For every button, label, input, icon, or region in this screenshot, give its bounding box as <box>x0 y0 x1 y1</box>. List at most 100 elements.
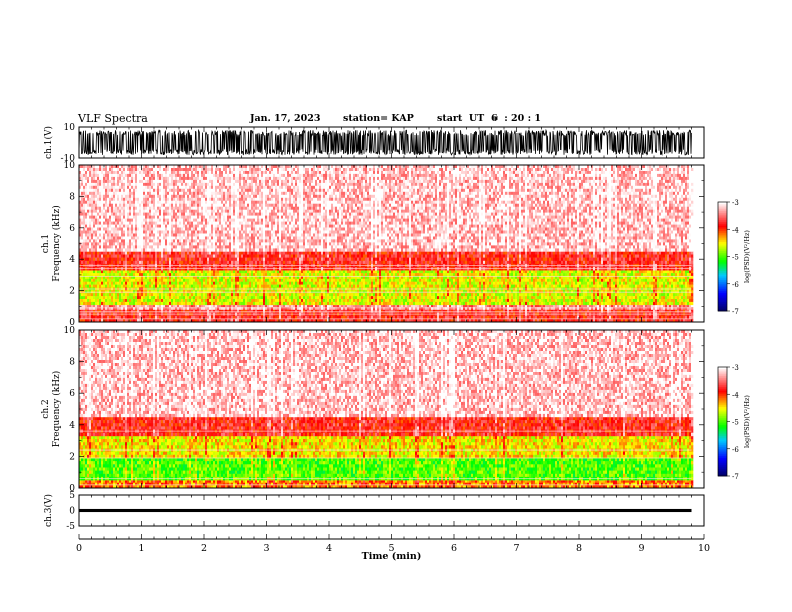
spectrogram-cell <box>159 185 162 190</box>
spectrogram-cell <box>177 299 180 303</box>
spectrogram-cell <box>83 309 86 313</box>
spectrogram-cell <box>207 245 210 249</box>
spectrogram-cell <box>227 315 230 320</box>
spectrogram-cell <box>157 182 160 187</box>
spectrogram-cell <box>193 179 196 184</box>
spectrogram-cell <box>131 260 134 265</box>
spectrogram-cell <box>223 257 226 261</box>
spectrogram-cell <box>177 168 180 172</box>
spectrogram-cell <box>143 296 146 300</box>
spectrogram-cell <box>221 254 224 258</box>
spectrogram-cell <box>97 307 100 310</box>
spectrogram-cell <box>143 230 146 234</box>
spectrogram-cell <box>197 309 200 313</box>
spectrogram-cell <box>253 209 256 213</box>
spectrogram-cell <box>153 254 156 258</box>
spectrogram-cell <box>185 239 188 243</box>
spectrogram-cell <box>127 278 130 282</box>
spectrogram-cell <box>215 233 218 237</box>
spectrogram-cell <box>183 209 186 213</box>
spectrogram-cell <box>243 307 246 310</box>
spectrogram-cell <box>147 188 150 193</box>
spectrogram-cell <box>135 200 138 204</box>
spectrogram-cell <box>187 254 190 258</box>
spectrogram-cell <box>183 281 186 285</box>
spectrogram-cell <box>133 197 136 202</box>
spectrogram-cell <box>117 200 120 204</box>
spectrogram-cell <box>129 293 132 297</box>
spectrogram-cell <box>153 203 156 207</box>
spectrogram-cell <box>99 165 102 169</box>
spectrogram-cell <box>249 185 252 190</box>
spectrogram-cell <box>167 260 170 265</box>
spectrogram-cell <box>111 270 114 274</box>
spectrogram-cell <box>197 203 200 207</box>
spectrogram-cell <box>171 218 174 222</box>
spectrogram-cell <box>227 197 230 202</box>
spectrogram-cell <box>193 227 196 231</box>
spectrogram-cell <box>211 233 214 237</box>
spectrogram-cell <box>181 191 184 196</box>
spectrogram-cell <box>109 254 112 258</box>
spectrogram-cell <box>85 260 88 265</box>
spectrogram-cell <box>87 168 90 172</box>
spectrogram-cell <box>97 173 100 178</box>
spectrogram-cell <box>139 179 142 184</box>
spectrogram-cell <box>215 203 218 207</box>
spectrogram-cell <box>123 203 126 207</box>
spectrogram-cell <box>245 224 248 228</box>
spectrogram-cell <box>163 218 166 222</box>
spectrogram-cell <box>241 309 244 313</box>
spectrogram-cell <box>255 191 258 196</box>
spectrogram-cell <box>137 191 140 196</box>
spectrogram-cell <box>123 176 126 181</box>
spectrogram-cell <box>161 197 164 202</box>
spectrogram-cell <box>249 245 252 249</box>
spectrogram-cell <box>139 171 142 175</box>
spectrogram-cell <box>129 254 132 258</box>
spectrogram-cell <box>119 215 122 219</box>
spectrogram-cell <box>91 304 94 308</box>
spectrogram-cell <box>91 315 94 320</box>
spectrogram-cell <box>101 171 104 175</box>
spectrogram-cell <box>145 182 148 187</box>
spectrogram-cell <box>241 281 244 285</box>
spectrogram-cell <box>159 304 162 308</box>
spectrogram-cell <box>91 242 94 246</box>
spectrogram-cell <box>181 179 184 184</box>
spectrogram-cell <box>177 176 180 181</box>
spectrogram-cell <box>199 176 202 181</box>
spectrogram-cell <box>261 221 264 225</box>
spectrogram-cell <box>115 215 118 219</box>
spectrogram-cell <box>115 257 118 261</box>
spectrogram-cell <box>103 227 106 231</box>
spectrogram-cell <box>217 168 220 172</box>
spectrogram-cell <box>257 254 260 258</box>
spectrogram-cell <box>139 275 142 280</box>
spectrogram-cell <box>121 251 124 255</box>
spectrogram-cell <box>205 194 208 199</box>
spectrogram-cell <box>165 236 168 240</box>
spectrogram-cell <box>259 281 262 285</box>
spectrogram-cell <box>173 248 176 252</box>
spectrogram-cell <box>127 293 130 297</box>
spectrogram-cell <box>123 318 126 323</box>
spectrogram-cell <box>145 239 148 243</box>
spectrogram-cell <box>245 179 248 184</box>
spectrogram-cell <box>237 309 240 313</box>
spectrogram-cell <box>85 173 88 178</box>
spectrogram-cell <box>219 194 222 199</box>
spectrogram-cell <box>167 275 170 280</box>
spectrogram-cell <box>191 197 194 202</box>
spectrogram-cell <box>113 307 116 310</box>
spectrogram-cell <box>217 239 220 243</box>
spectrogram-cell <box>85 171 88 175</box>
spectrogram-cell <box>197 233 200 237</box>
spectrogram-cell <box>93 203 96 207</box>
spectrogram-cell <box>99 168 102 172</box>
spectrogram-cell <box>89 227 92 231</box>
spectrogram-cell <box>79 212 82 216</box>
spectrogram-cell <box>131 248 134 252</box>
spectrogram-cell <box>139 251 142 255</box>
spectrogram-cell <box>213 233 216 237</box>
